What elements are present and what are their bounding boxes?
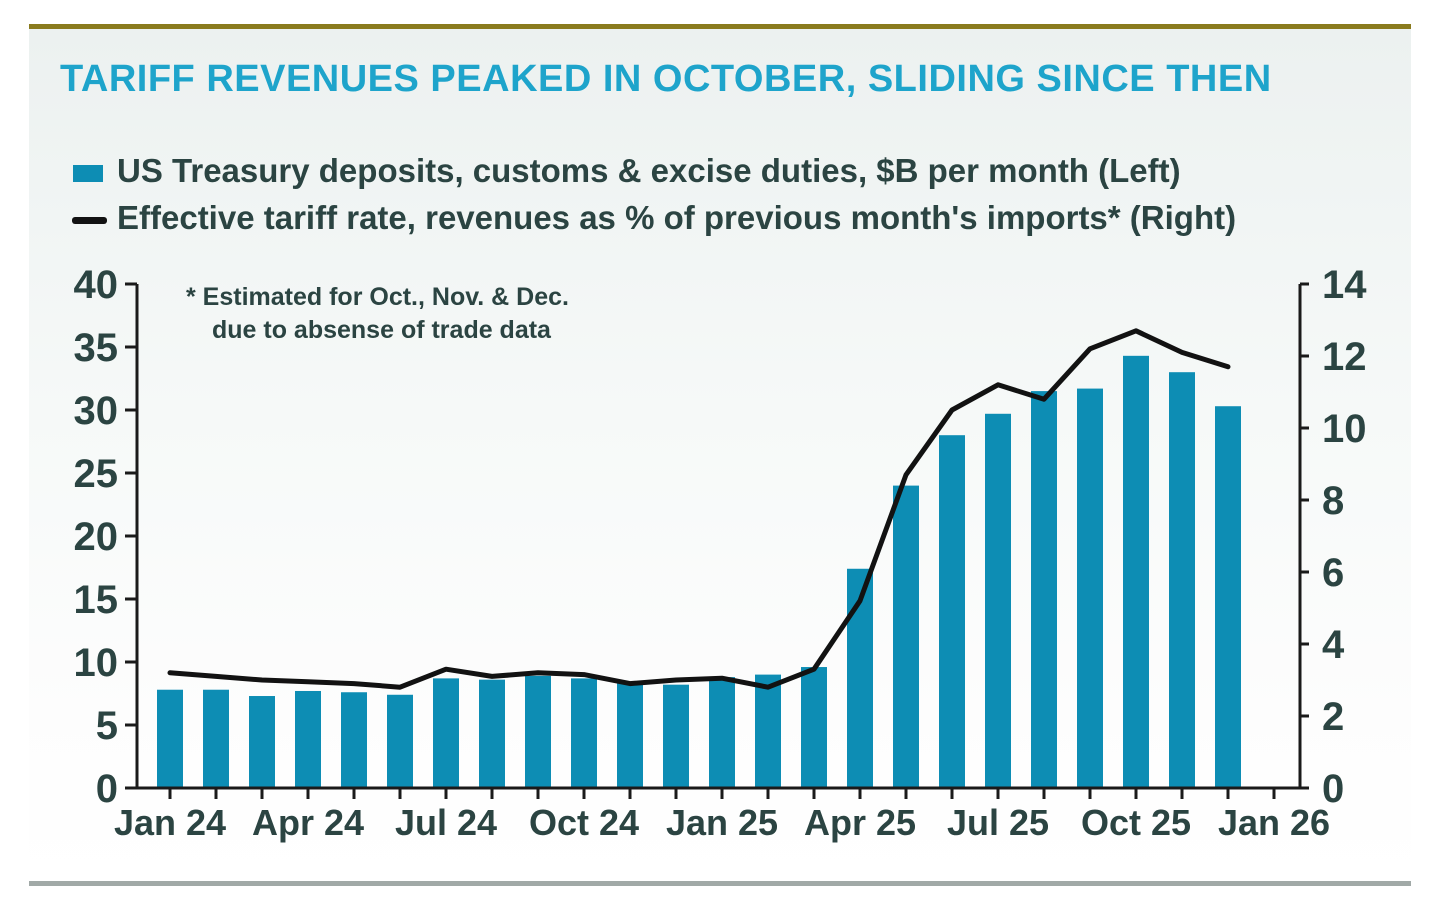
bar-Nov 25 [1169,372,1195,788]
bar-Aug 25 [1031,391,1057,788]
top-accent-rule [29,24,1411,29]
left-axis-label: 25 [74,452,119,496]
x-axis-label: Oct 25 [1081,802,1191,843]
footnote-annotation: * Estimated for Oct., Nov. & Dec. due to… [186,281,569,347]
bar-Jan 24 [157,689,183,788]
bar-Jan 25 [709,677,735,788]
chart-title: TARIFF REVENUES PEAKED IN OCTOBER, SLIDI… [60,58,1272,100]
right-axis-label: 10 [1322,407,1367,451]
bar-Oct 24 [571,678,597,788]
right-axis-label: 4 [1322,623,1345,667]
bar-Oct 25 [1123,355,1149,788]
bar-Jul 25 [985,413,1011,788]
right-axis-label: 12 [1322,335,1367,379]
footnote-line-1: * Estimated for Oct., Nov. & Dec. [186,283,569,311]
left-axis-label: 30 [74,389,119,433]
x-axis-label: Jul 24 [395,802,497,843]
bar-Sep 24 [525,675,551,788]
bar-series-swatch-icon [73,165,103,182]
footnote-line-2: due to absense of trade data [212,316,551,344]
left-axis-label: 15 [74,578,119,622]
x-axis-label: Apr 24 [252,802,364,843]
bar-Jun 25 [939,435,965,788]
x-axis-label: Jan 26 [1218,802,1330,843]
legend-label-bars: US Treasury deposits, customs & excise d… [117,152,1181,189]
left-axis-label: 40 [74,263,119,307]
bar-Dec 25 [1215,406,1241,788]
x-axis-label: Jul 25 [947,802,1049,843]
x-axis-label: Oct 24 [529,802,639,843]
left-axis-label: 0 [96,767,118,811]
right-axis-label: 0 [1322,767,1344,811]
tariff-rate-line [167,328,1231,690]
bar-Apr 24 [295,690,321,788]
bar-May 25 [893,485,919,788]
legend-label-line: Effective tariff rate, revenues as % of … [117,199,1237,236]
bar-Dec 24 [663,684,689,788]
bottom-rule [29,881,1411,886]
bar-Jun 24 [387,694,413,788]
left-axis-label: 10 [74,641,119,685]
bar-Sep 25 [1077,388,1103,788]
left-axis-label: 35 [74,326,119,370]
x-axis-label: Apr 25 [804,802,916,843]
bar-Jul 24 [433,678,459,788]
left-axis-label: 5 [96,704,118,748]
x-axis-label: Jan 25 [666,802,778,843]
bar-Aug 24 [479,679,505,788]
bar-Mar 24 [249,696,275,788]
right-axis-label: 6 [1322,551,1344,595]
bar-Feb 25 [755,674,781,788]
bar-Apr 25 [847,568,873,788]
bar-Mar 25 [801,667,827,788]
right-axis-label: 2 [1322,695,1344,739]
bar-Feb 24 [203,689,229,788]
line-series-swatch-icon [72,217,107,224]
left-axis-label: 20 [74,515,119,559]
right-axis-label: 8 [1322,479,1344,523]
x-axis-label: Jan 24 [114,802,226,843]
bar-Nov 24 [617,683,643,788]
right-axis-label: 14 [1322,263,1367,307]
bar-May 24 [341,692,367,788]
